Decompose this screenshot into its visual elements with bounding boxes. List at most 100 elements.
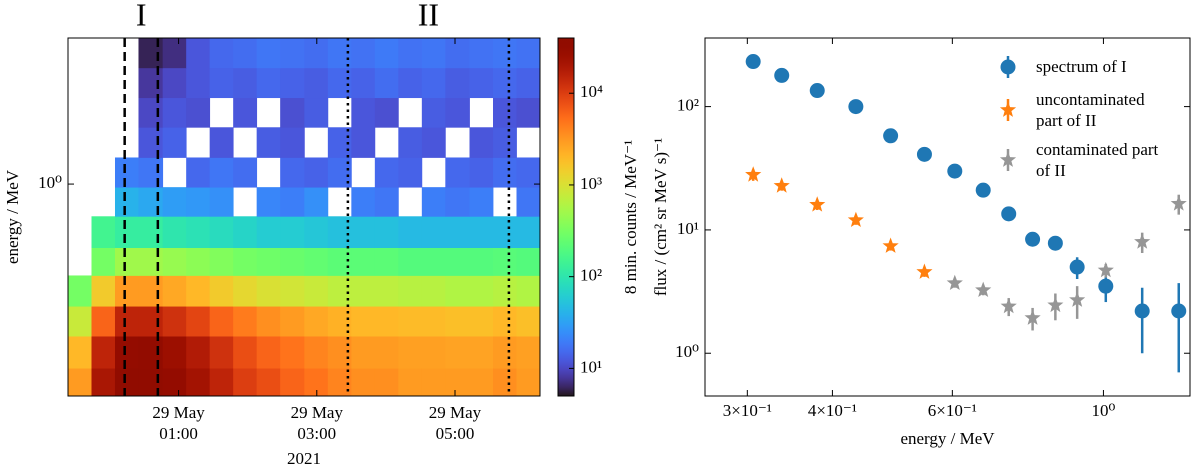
heatmap-cell [421,38,446,69]
heatmap-cell [162,336,187,369]
x-tick-label: 29 May 03:00 [290,403,343,443]
heatmap-cell [421,216,446,248]
heatmap-cell [516,368,541,397]
heatmap-cell [398,306,423,337]
y-tick-label: 10⁰ [675,342,699,361]
y-tick-label: 10⁰ [38,173,62,192]
heatmap-cell [280,368,305,397]
data-point [947,163,963,179]
heatmap-cell [114,216,139,248]
heatmap-cell [138,157,164,188]
heatmap-cell [162,275,187,307]
heatmap-cell [304,97,329,128]
colorbar-tick-label: 10⁴ [580,82,603,101]
heatmap-cell [421,306,446,337]
legend-marker [999,101,1017,117]
heatmap-cell [374,275,399,307]
heatmap-cell [209,187,234,217]
data-point [975,182,991,198]
heatmap-cell [186,187,211,217]
legend-label: spectrum of I [1036,57,1127,76]
heatmap-cell [209,275,234,307]
colorbar-label: 8 min. counts / MeV⁻¹ [621,140,640,294]
heatmap-cell [138,38,164,69]
heatmap-cell [469,127,494,158]
heatmap-cell [186,157,211,188]
heatmap-cell [445,275,470,307]
heatmap-cell [162,67,187,99]
heatmap-cell [469,336,494,369]
heatmap-cell [114,336,139,369]
heatmap-cell [233,216,258,248]
heatmap-cell [516,336,541,369]
heatmap-cell [138,306,164,337]
heatmap-cell [516,38,541,69]
heatmap-cell [516,247,541,276]
heatmap-cell [516,306,541,337]
data-point [1170,195,1187,211]
heatmap-cell [209,157,234,188]
heatmap-cell [209,216,234,248]
heatmap-cell [327,127,352,158]
heatmap-cell [421,275,446,307]
heatmap-cell [280,336,305,369]
heatmap-cell [469,368,494,397]
heatmap-cell [186,306,211,337]
data-point [847,211,864,227]
heatmap-cell [516,216,541,248]
heatmap-cell [445,97,470,128]
heatmap-cell [233,306,258,337]
heatmap-cell [493,336,517,369]
data-point [1047,235,1063,251]
heatmap-cell [493,67,517,99]
heatmap-cell [280,67,305,99]
data-point [883,128,899,144]
heatmap-cell [398,247,423,276]
heatmap-cell [493,157,517,188]
heatmap-cell [162,368,187,397]
heatmap-cell [374,216,399,248]
data-point [1000,297,1017,314]
heatmap-cell [256,127,281,158]
heatmap-cell [469,187,494,217]
heatmap-cell [445,368,470,397]
heatmap-cell [351,247,376,276]
heatmap-cell [138,368,164,397]
y-axis-label: flux / (cm² sr MeV s)⁻¹ [651,138,670,296]
heatmap-cell [421,368,446,397]
heatmap-cell [91,368,116,397]
heatmap-cell [304,38,329,69]
heatmap-cell [138,336,164,369]
heatmap-cell [445,67,470,99]
plot-frame [67,37,541,397]
legend-marker [1000,59,1016,75]
heatmap-cell [516,67,541,99]
heatmap-cell [469,247,494,276]
heatmap-cell [280,157,305,188]
heatmap-cell [469,157,494,188]
heatmap-cell [445,216,470,248]
heatmap-cell [186,67,211,99]
heatmap-cell [421,67,446,99]
heatmap-cell [445,38,470,69]
heatmap-cell [493,38,517,69]
heatmap-cell [398,67,423,99]
data-point [1024,309,1041,325]
heatmap-cell [374,157,399,188]
colorbar [557,37,575,397]
heatmap-cell [493,127,517,158]
heatmap-cell [374,336,399,369]
heatmap-cell [138,127,164,158]
heatmap-cell [421,336,446,369]
region-label: II [418,0,439,32]
data-point [1171,303,1187,319]
heatmap-cell [304,368,329,397]
heatmap-cell [304,306,329,337]
heatmap-cell [138,187,164,217]
heatmap-cell [351,187,376,217]
heatmap-cell [327,38,352,69]
heatmap-cell [327,216,352,248]
heatmap-cell [162,306,187,337]
data-point [1098,278,1114,294]
